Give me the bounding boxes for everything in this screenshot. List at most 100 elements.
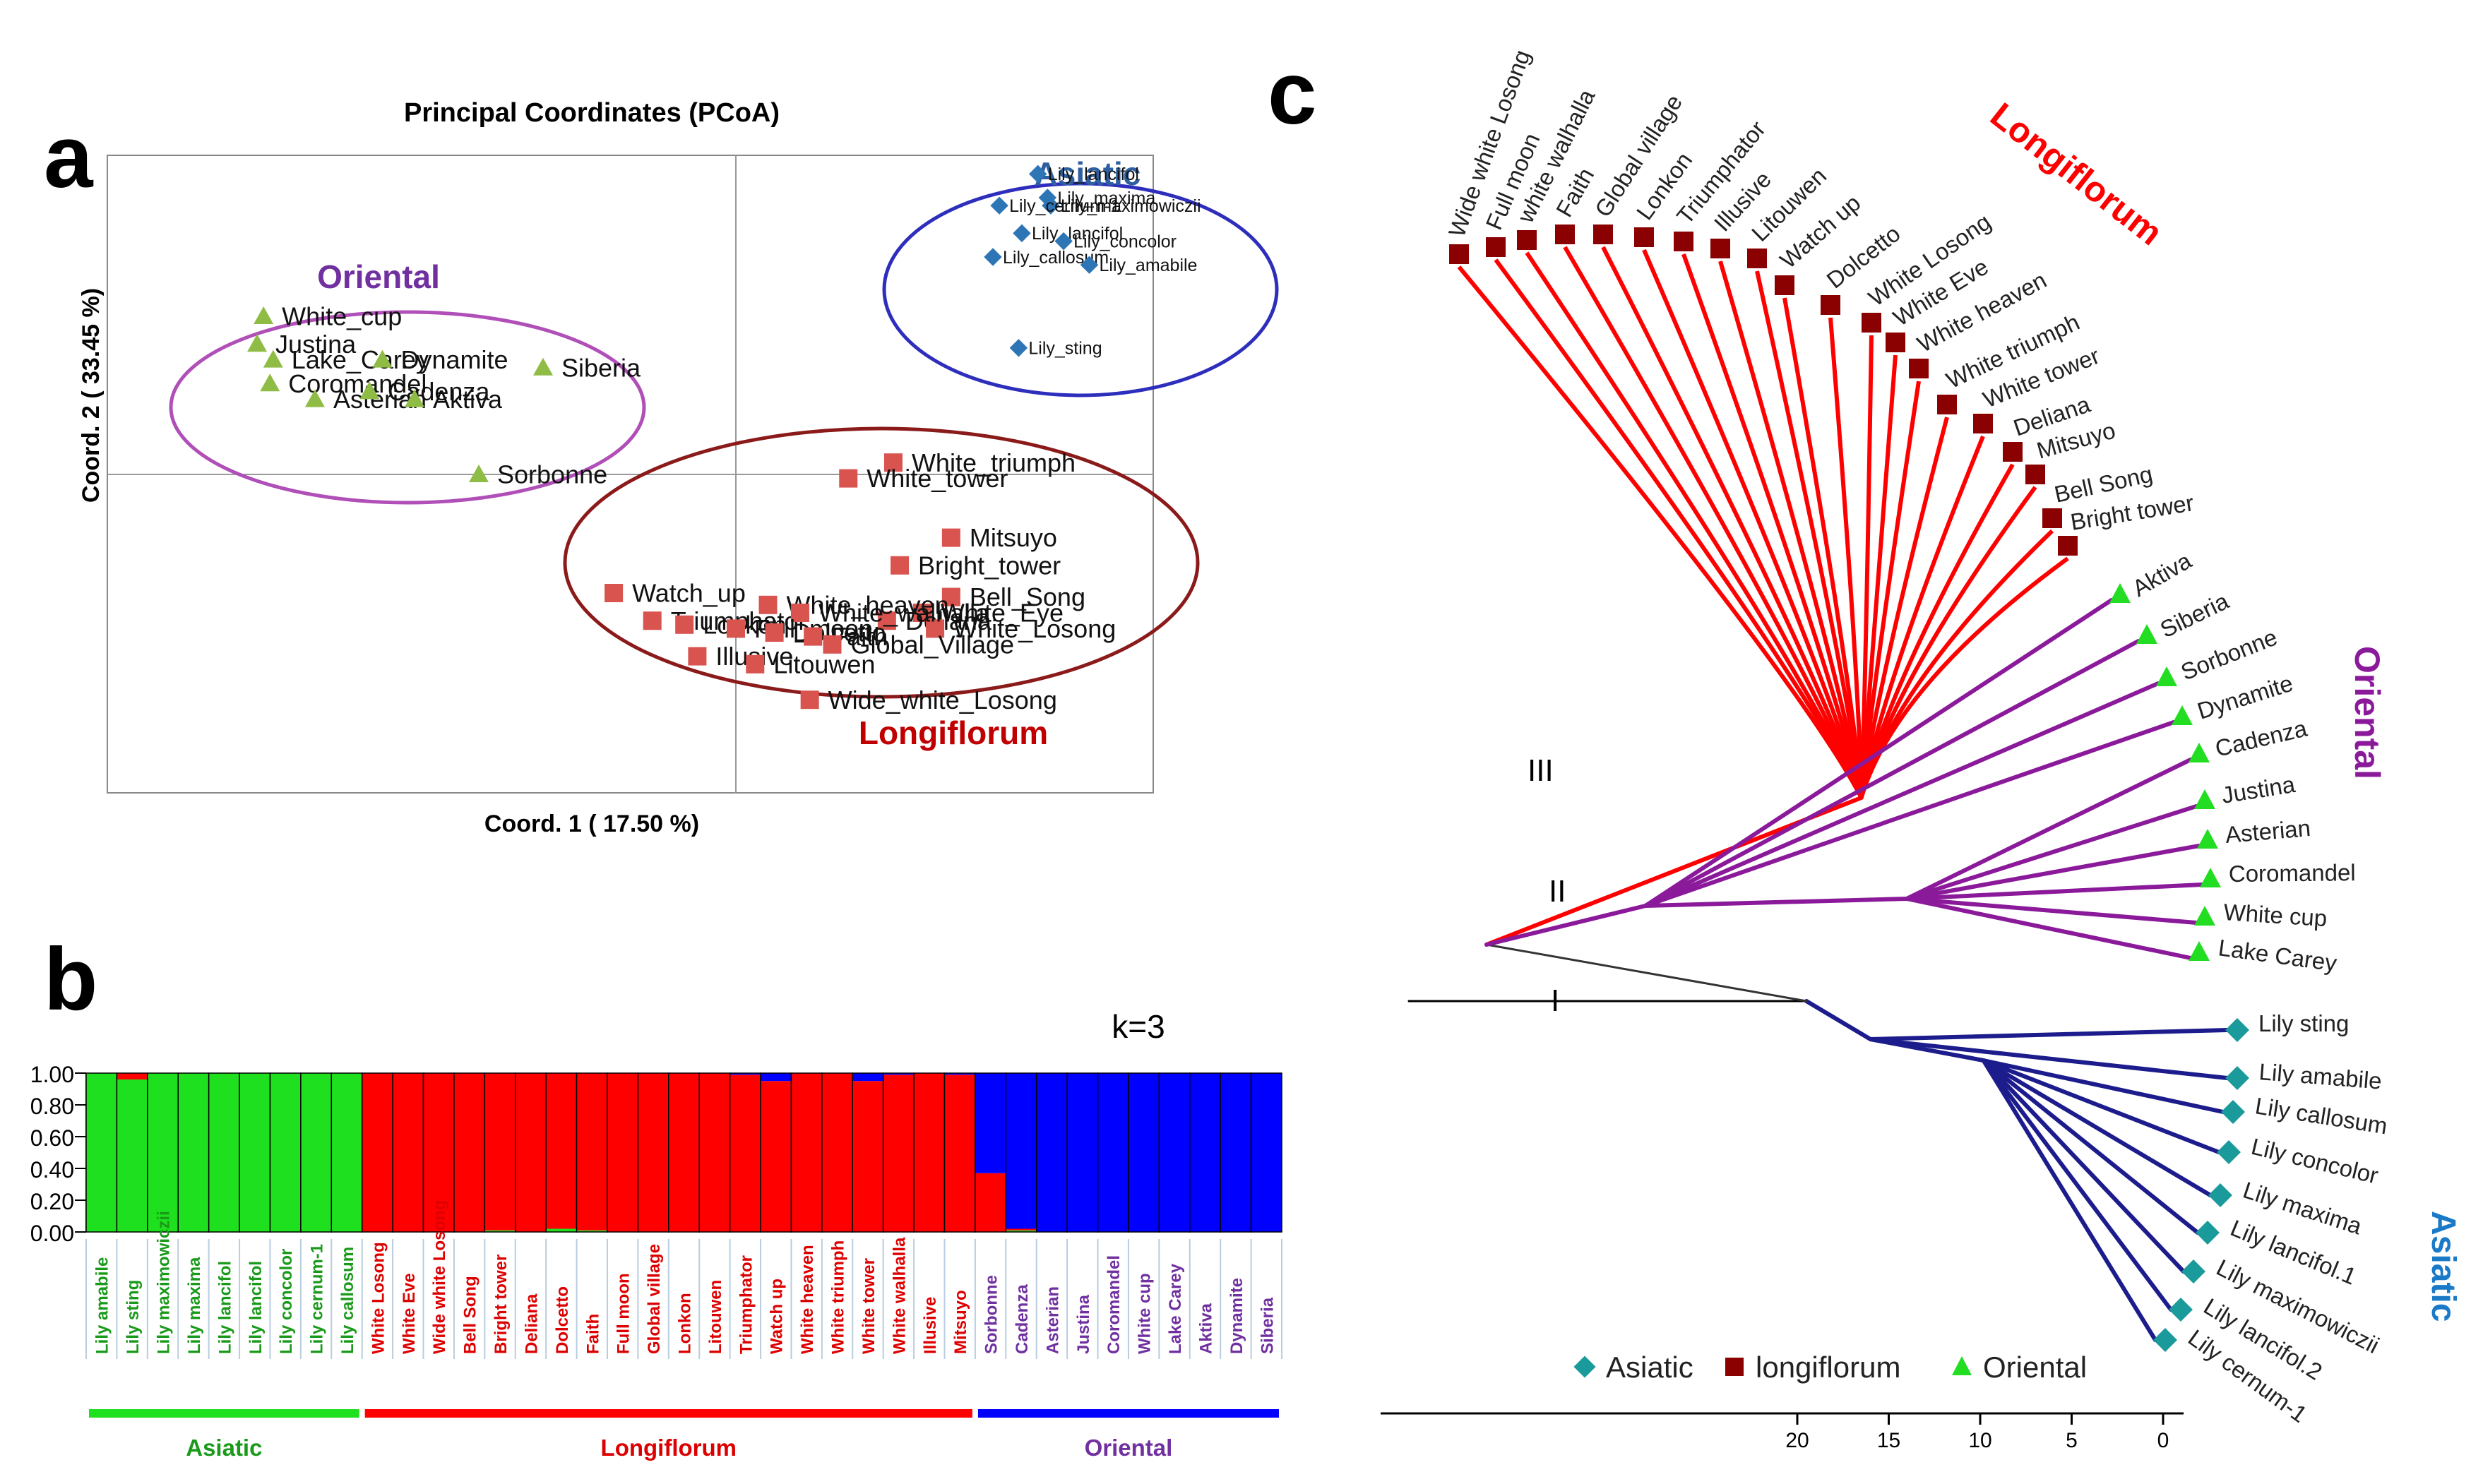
pcoa-point-label: White_Eye <box>941 599 1064 628</box>
pcoa-point-label: White_cup <box>282 302 402 331</box>
oriental-branch <box>1905 804 2198 901</box>
b-sample-label: Wide white Losong <box>430 1200 449 1354</box>
longiflorum-leaf-marker <box>1973 414 1993 433</box>
dendro-axis-tick-label: 5 <box>2066 1429 2078 1452</box>
pcoa-point-label: Aktiva <box>433 385 503 414</box>
dendro-axis-tick-label: 15 <box>1877 1429 1900 1452</box>
b-group-bar <box>89 1409 359 1418</box>
pcoa-point-label: Lily_lancifol <box>1048 164 1139 184</box>
structure-segment <box>975 1173 1006 1232</box>
pcoa-point <box>758 595 778 614</box>
dendro-axis-tick-label: 20 <box>1785 1429 1809 1452</box>
oriental-leaf-marker <box>2189 743 2210 762</box>
structure-segment <box>484 1073 516 1231</box>
pcoa-point-label: White_walhalla <box>818 599 990 628</box>
b-group-bar <box>364 1409 972 1418</box>
pcoa-point <box>247 334 268 352</box>
oriental-longi-branch <box>1485 943 1808 1003</box>
pcoa-point <box>254 306 274 324</box>
pcoa-point <box>469 465 489 482</box>
pcoa-point <box>941 528 960 547</box>
b-sample-label: Aktiva <box>1196 1303 1215 1354</box>
structure-segment <box>883 1073 915 1075</box>
dendro-axis-tick-label: 0 <box>2157 1429 2169 1452</box>
b-sample-label: Siberia <box>1258 1297 1277 1354</box>
longiflorum-leaf-marker <box>1886 333 1905 352</box>
pcoa-point <box>746 654 765 674</box>
pcoa-point-label: Siberia <box>561 353 641 382</box>
oriental-leaf-marker <box>2136 624 2157 644</box>
b-group-label: Asiatic <box>186 1435 262 1461</box>
b-sample-label: Lily lancifol <box>246 1261 266 1354</box>
b-ytick-label: 0.00 <box>30 1221 74 1246</box>
oriental-leaf-label: Asterian <box>2224 815 2311 848</box>
asiatic-branch <box>1981 1058 2225 1114</box>
pcoa-point <box>877 611 896 630</box>
longiflorum-leaf-marker <box>1710 239 1730 258</box>
oriental-leaf-label: Coromandel <box>2229 859 2356 887</box>
structure-segment <box>300 1073 332 1232</box>
structure-bar-outline <box>1250 1072 1282 1233</box>
oriental-leaf-marker <box>2194 906 2215 926</box>
b-sample-label: Justina <box>1074 1294 1093 1354</box>
longiflorum-group-label: Longiflorum <box>859 714 1048 751</box>
structure-segment <box>178 1073 209 1232</box>
pcoa-point <box>260 373 280 392</box>
pcoa-point <box>359 381 380 400</box>
legend-label: longiflorum <box>1756 1351 1900 1384</box>
asiatic-leaf-marker <box>2196 1221 2220 1245</box>
pcoa-point <box>839 469 858 488</box>
oriental-branch <box>1905 758 2193 901</box>
pcoa-point <box>800 690 819 710</box>
structure-segment <box>699 1073 730 1232</box>
structure-segment <box>607 1073 638 1232</box>
pcoa-point <box>1009 339 1028 357</box>
pcoa-point <box>926 619 945 638</box>
longiflorum-leaf-marker <box>1909 359 1929 378</box>
pcoa-point <box>791 604 809 622</box>
pcoa-point-label: Lily_concolor <box>1073 232 1177 251</box>
b-sample-label: Deliana <box>522 1293 541 1354</box>
pcoa-point <box>804 627 823 646</box>
longiflorum-leaf-marker <box>1821 295 1840 315</box>
panel-letter-a: a <box>44 108 94 206</box>
structure-segment <box>730 1073 761 1075</box>
longiflorum-leaf-marker <box>1937 395 1957 414</box>
pcoa-point-label: Lily_amabile <box>1100 256 1198 275</box>
structure-segment <box>1036 1073 1068 1232</box>
b-sample-label: Litouwen <box>706 1280 725 1354</box>
structure-segment <box>914 1073 945 1232</box>
pcoa-point-label: Dynamite <box>401 345 508 374</box>
pcoa-point <box>1013 224 1031 243</box>
asiatic-branch <box>1981 1058 2173 1312</box>
structure-segment <box>1251 1073 1282 1232</box>
pcoa-point-label: Mitsuyo <box>970 523 1057 552</box>
oriental-branch <box>1905 844 2201 901</box>
pcoa-point <box>304 389 325 407</box>
pcoa-point-label: Lily_cernum-1 <box>1009 196 1120 216</box>
asiatic-leaf-label: Lily sting <box>2258 1010 2349 1036</box>
asiatic-branch <box>1981 1058 2200 1235</box>
asiatic-group-label: Asiatic <box>1035 155 1141 192</box>
structure-segment <box>1067 1073 1098 1232</box>
pcoa-point-label: White_tower <box>867 464 1008 493</box>
b-sample-label: Bright tower <box>492 1255 511 1354</box>
longiflorum-leaf-marker <box>2042 508 2062 528</box>
structure-segment <box>484 1230 516 1232</box>
b-ytick-label: 0.40 <box>30 1157 74 1183</box>
asiatic-clade-branch <box>1804 999 1873 1041</box>
structure-segment <box>944 1075 975 1232</box>
pcoa-point <box>688 647 707 666</box>
b-sample-label: Dolcetto <box>553 1286 572 1354</box>
structure-segment <box>515 1073 547 1232</box>
pcoa-point <box>405 389 424 407</box>
structure-segment <box>1189 1073 1221 1232</box>
k-label: k=3 <box>1112 1008 1165 1045</box>
b-sample-label: Full moon <box>614 1273 633 1354</box>
panel-letter-b: b <box>44 931 97 1029</box>
pcoa-point-label: Coromandel <box>288 369 427 398</box>
structure-segment <box>821 1073 853 1232</box>
asiatic-branch <box>1981 1058 2157 1342</box>
pcoa-point <box>765 623 784 642</box>
